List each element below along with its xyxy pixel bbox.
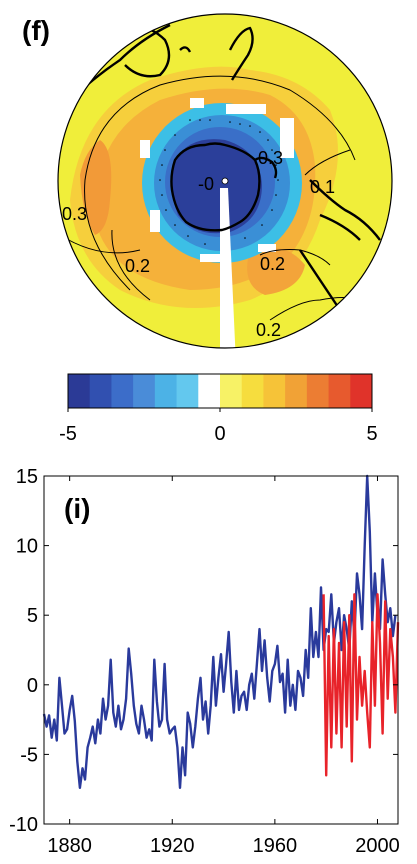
colorbar-cell xyxy=(133,374,156,408)
colorbar-cell xyxy=(176,374,199,408)
colorbar-cell xyxy=(241,374,264,408)
colorbar-cell xyxy=(263,374,286,408)
x-tick-label: 1920 xyxy=(150,835,195,857)
polar-map: 0.3 0.1 0.3 0.2 0.2 0.2 -0 (f) xyxy=(22,13,393,349)
x-tick-label: 1960 xyxy=(253,835,298,857)
map-field xyxy=(58,14,392,348)
contour-label: 0.1 xyxy=(310,177,335,197)
y-tick-label: -10 xyxy=(9,814,38,836)
colorbar: -5 0 5 xyxy=(59,373,378,445)
colorbar-cell xyxy=(306,374,330,408)
y-tick-label: 0 xyxy=(27,675,38,697)
colorbar-min-label: -5 xyxy=(59,423,77,445)
panel-label-i: (i) xyxy=(64,493,90,524)
contour-label: -0 xyxy=(198,174,214,194)
colorbar-cells xyxy=(68,374,373,408)
plot-frame xyxy=(43,475,399,825)
y-tick-label: -5 xyxy=(20,744,38,766)
colorbar-cell xyxy=(68,374,91,408)
series-line-blue xyxy=(42,474,397,789)
y-tick-label: 15 xyxy=(16,466,38,488)
panel-label-f: (f) xyxy=(22,15,50,46)
y-tick-label: 10 xyxy=(16,536,38,558)
colorbar-cell xyxy=(285,374,308,408)
x-tick-label: 2000 xyxy=(355,835,400,857)
pole-marker xyxy=(221,177,229,185)
map-border xyxy=(57,13,393,349)
significance-stipple xyxy=(159,119,279,245)
plot-area xyxy=(42,474,400,825)
contour-label: 0.3 xyxy=(258,148,283,168)
time-series-chart: -10 -5 0 5 10 15 1880 1920 1960 2000 (i) xyxy=(9,466,400,857)
colorbar-cell xyxy=(111,374,134,408)
colorbar-max-label: 5 xyxy=(366,423,377,445)
contour-label: 0.2 xyxy=(260,254,285,274)
contour-label: 0.2 xyxy=(125,256,150,276)
colorbar-cell xyxy=(220,374,243,408)
y-axis-ticks: -10 -5 0 5 10 15 xyxy=(9,466,398,836)
x-axis-ticks: 1880 1920 1960 2000 xyxy=(47,476,400,857)
series-line-red xyxy=(322,593,400,777)
y-tick-label: 5 xyxy=(27,605,38,627)
colorbar-cell xyxy=(350,374,373,408)
x-tick-label: 1880 xyxy=(47,835,92,857)
colorbar-cell xyxy=(89,374,112,408)
colorbar-cell xyxy=(154,374,178,408)
contour-label: 0.2 xyxy=(256,320,281,340)
colorbar-cell xyxy=(328,374,351,408)
colorbar-cell xyxy=(198,374,221,408)
contour-label: 0.3 xyxy=(62,204,87,224)
colorbar-mid-label: 0 xyxy=(214,423,225,445)
